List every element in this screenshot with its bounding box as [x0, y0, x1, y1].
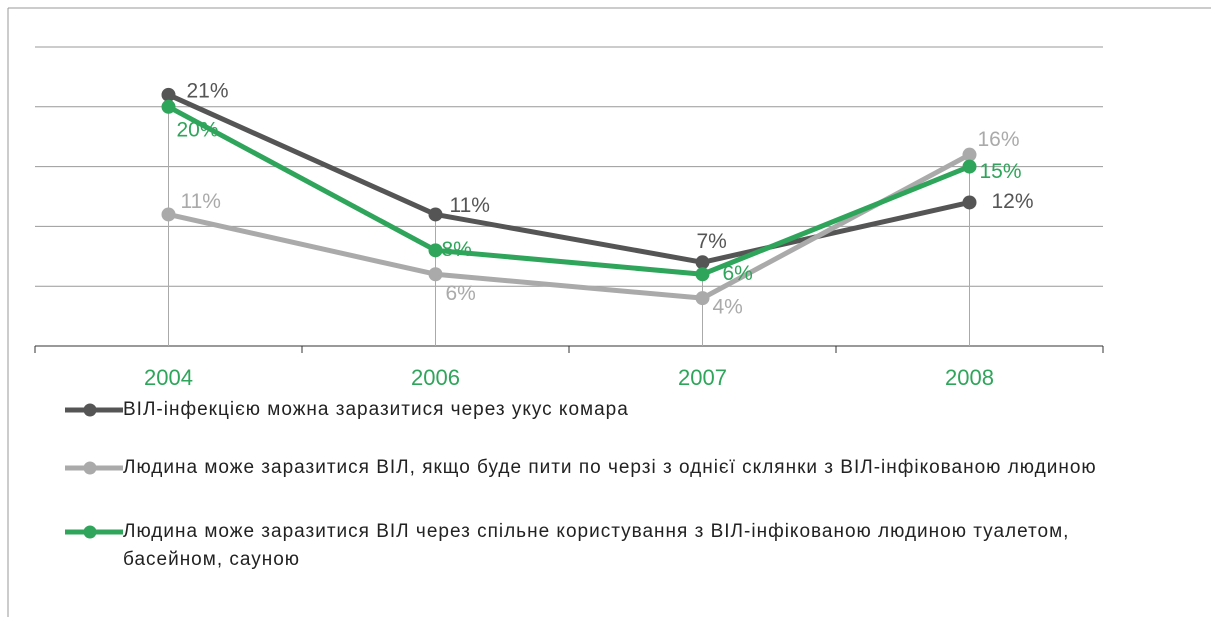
legend-item: Людина може заразитися ВІЛ, якщо буде пи…	[65, 454, 1163, 482]
legend-marker	[65, 525, 123, 539]
data-label: 11%	[450, 194, 490, 217]
point	[161, 87, 176, 102]
series-line	[167, 104, 971, 277]
point	[695, 255, 710, 270]
legend-text: ВІЛ-інфекцією можна заразитися через уку…	[123, 399, 629, 420]
data-label: 6%	[723, 262, 753, 285]
legend-marker	[65, 403, 123, 417]
legend-item: Людина може заразитися ВІЛ через спільне…	[65, 518, 1163, 574]
legend-dot	[83, 461, 97, 475]
data-label: 11%	[181, 190, 221, 213]
data-label: 15%	[980, 160, 1022, 183]
point	[695, 267, 710, 282]
point	[428, 267, 443, 282]
series-line	[167, 92, 971, 265]
point	[161, 99, 176, 114]
point	[428, 243, 443, 258]
data-label: 12%	[992, 190, 1034, 213]
data-label: 6%	[446, 282, 476, 305]
data-label: 8%	[442, 238, 472, 261]
legend-marker	[65, 461, 123, 475]
legend-dot	[83, 403, 97, 417]
point	[161, 207, 176, 222]
legend-text: Людина може заразитися ВІЛ, якщо буде пи…	[123, 457, 1097, 478]
data-label: 21%	[187, 79, 229, 102]
legend-item: ВІЛ-інфекцією можна заразитися через уку…	[65, 396, 1163, 424]
x-tick-label: 2004	[144, 365, 193, 390]
point	[962, 147, 977, 162]
x-tick-label: 2007	[678, 365, 727, 390]
data-label: 7%	[697, 230, 727, 253]
x-tick-label: 2006	[411, 365, 460, 390]
point	[962, 159, 977, 174]
point	[695, 291, 710, 306]
x-tick-label: 2008	[945, 365, 994, 390]
point	[962, 195, 977, 210]
data-label: 16%	[978, 128, 1020, 151]
legend-text: Людина може заразитися ВІЛ через спільне…	[123, 521, 1070, 570]
data-label: 4%	[713, 296, 743, 319]
data-label: 20%	[177, 118, 219, 141]
point	[428, 207, 443, 222]
series-line	[167, 152, 971, 301]
legend-dot	[83, 525, 97, 539]
